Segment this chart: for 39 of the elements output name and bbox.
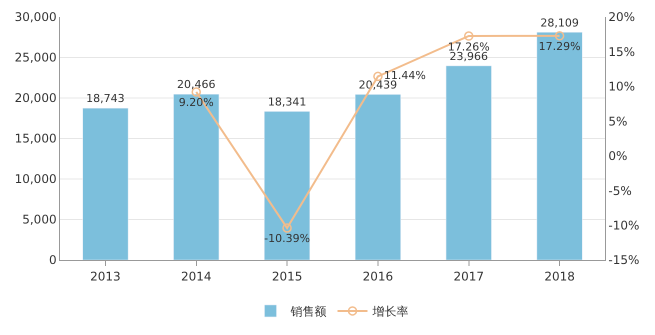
data-label: -10.39%	[264, 232, 310, 246]
data-label: 23,966	[450, 50, 488, 63]
point	[282, 223, 292, 233]
x-tick-label: 2017	[453, 269, 484, 284]
bar	[354, 94, 401, 260]
y2-tick-label: -5%	[608, 184, 632, 198]
y2-tick-label: -10%	[608, 218, 640, 232]
x-tick-label: 2018	[544, 269, 575, 284]
data-label: 18,743	[86, 92, 125, 106]
x-tick-label: 2014	[180, 269, 212, 284]
y-tick-label: 25,000	[14, 50, 57, 65]
bar	[82, 108, 128, 260]
y2-tick-label: 20%	[608, 10, 636, 24]
y2-tick-label: 10%	[608, 80, 636, 94]
y-tick-label: 10,000	[14, 172, 57, 186]
bar	[536, 32, 583, 260]
x-tick-label: 2016	[362, 269, 394, 284]
point	[464, 31, 474, 41]
y-tick-label: 30,000	[14, 10, 57, 24]
legend-label: 销售额	[290, 304, 326, 319]
data-label: 28,109	[540, 16, 579, 30]
y-tick-label: 5,000	[22, 212, 57, 227]
point	[554, 31, 564, 41]
x-tick-label: 2015	[272, 269, 302, 284]
y-tick-label: 20,000	[14, 91, 57, 106]
y-tick-label: 0	[48, 253, 57, 268]
data-label: 18,341	[268, 95, 306, 108]
y2-tick-label: 0%	[608, 149, 628, 164]
data-label: 17.29%	[538, 40, 581, 54]
x-tick-label: 2013	[90, 269, 121, 284]
bar	[264, 111, 310, 260]
legend-label: 增长率	[372, 304, 408, 319]
data-label: 20,466	[177, 78, 216, 92]
bar	[446, 66, 492, 260]
bar	[173, 94, 220, 260]
y2-tick-label: -15%	[608, 253, 640, 268]
y2-tick-label: 5%	[608, 114, 628, 128]
y-tick-label: 15,000	[14, 132, 57, 146]
y2-tick-label: 15%	[608, 44, 636, 59]
